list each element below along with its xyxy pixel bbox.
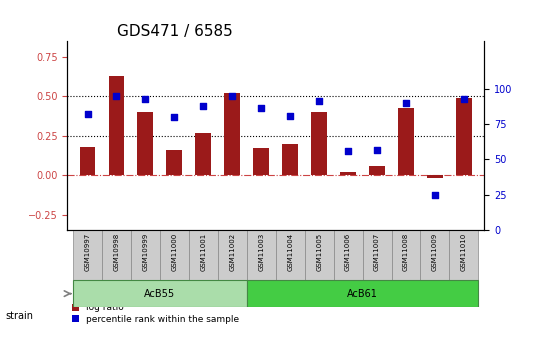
Point xyxy=(112,93,121,98)
FancyBboxPatch shape xyxy=(421,230,449,280)
Text: GSM10997: GSM10997 xyxy=(84,233,90,271)
FancyBboxPatch shape xyxy=(305,230,334,280)
Point xyxy=(228,93,237,98)
Bar xyxy=(369,166,385,175)
Point xyxy=(431,192,440,198)
Bar xyxy=(224,93,240,175)
FancyBboxPatch shape xyxy=(449,230,478,280)
Point xyxy=(141,96,150,101)
Text: GSM11008: GSM11008 xyxy=(403,233,409,271)
Point xyxy=(170,114,179,120)
Point xyxy=(344,148,352,154)
Legend: log ratio, percentile rank within the sample: log ratio, percentile rank within the sa… xyxy=(72,303,239,324)
FancyBboxPatch shape xyxy=(218,230,247,280)
FancyBboxPatch shape xyxy=(247,280,478,307)
Bar xyxy=(80,147,95,175)
Bar xyxy=(311,112,327,175)
Text: GSM11009: GSM11009 xyxy=(432,233,438,271)
Text: GSM10998: GSM10998 xyxy=(114,233,119,271)
Bar xyxy=(456,98,472,175)
Point xyxy=(373,147,381,152)
FancyBboxPatch shape xyxy=(102,230,131,280)
Point xyxy=(83,111,92,117)
Text: GSM11006: GSM11006 xyxy=(345,233,351,271)
FancyBboxPatch shape xyxy=(189,230,218,280)
Bar xyxy=(340,172,356,175)
Bar xyxy=(398,108,414,175)
Text: GSM11010: GSM11010 xyxy=(461,233,467,271)
Text: AcB55: AcB55 xyxy=(144,289,175,299)
FancyBboxPatch shape xyxy=(131,230,160,280)
FancyBboxPatch shape xyxy=(276,230,305,280)
Text: GSM11007: GSM11007 xyxy=(374,233,380,271)
Bar xyxy=(109,76,124,175)
FancyBboxPatch shape xyxy=(73,280,247,307)
Bar xyxy=(282,144,298,175)
FancyBboxPatch shape xyxy=(392,230,421,280)
Bar xyxy=(427,175,443,178)
Point xyxy=(257,106,266,111)
Text: GSM11004: GSM11004 xyxy=(287,233,293,271)
Text: GDS471 / 6585: GDS471 / 6585 xyxy=(117,24,233,39)
Text: GSM11002: GSM11002 xyxy=(229,233,235,271)
Text: AcB61: AcB61 xyxy=(347,289,378,299)
Text: GSM10999: GSM10999 xyxy=(143,233,148,271)
Bar xyxy=(253,148,269,175)
FancyBboxPatch shape xyxy=(334,230,363,280)
Text: GSM11005: GSM11005 xyxy=(316,233,322,271)
FancyBboxPatch shape xyxy=(73,230,102,280)
Point xyxy=(402,100,410,106)
Bar xyxy=(138,112,153,175)
Bar xyxy=(195,133,211,175)
Point xyxy=(286,113,294,118)
Bar xyxy=(166,150,182,175)
Point xyxy=(459,96,468,101)
Text: strain: strain xyxy=(5,311,33,321)
Text: GSM11001: GSM11001 xyxy=(200,233,207,271)
Point xyxy=(315,99,323,104)
FancyBboxPatch shape xyxy=(247,230,276,280)
Point xyxy=(199,103,208,108)
Text: GSM11000: GSM11000 xyxy=(172,233,178,271)
Text: GSM11003: GSM11003 xyxy=(258,233,264,271)
FancyBboxPatch shape xyxy=(160,230,189,280)
FancyBboxPatch shape xyxy=(363,230,392,280)
